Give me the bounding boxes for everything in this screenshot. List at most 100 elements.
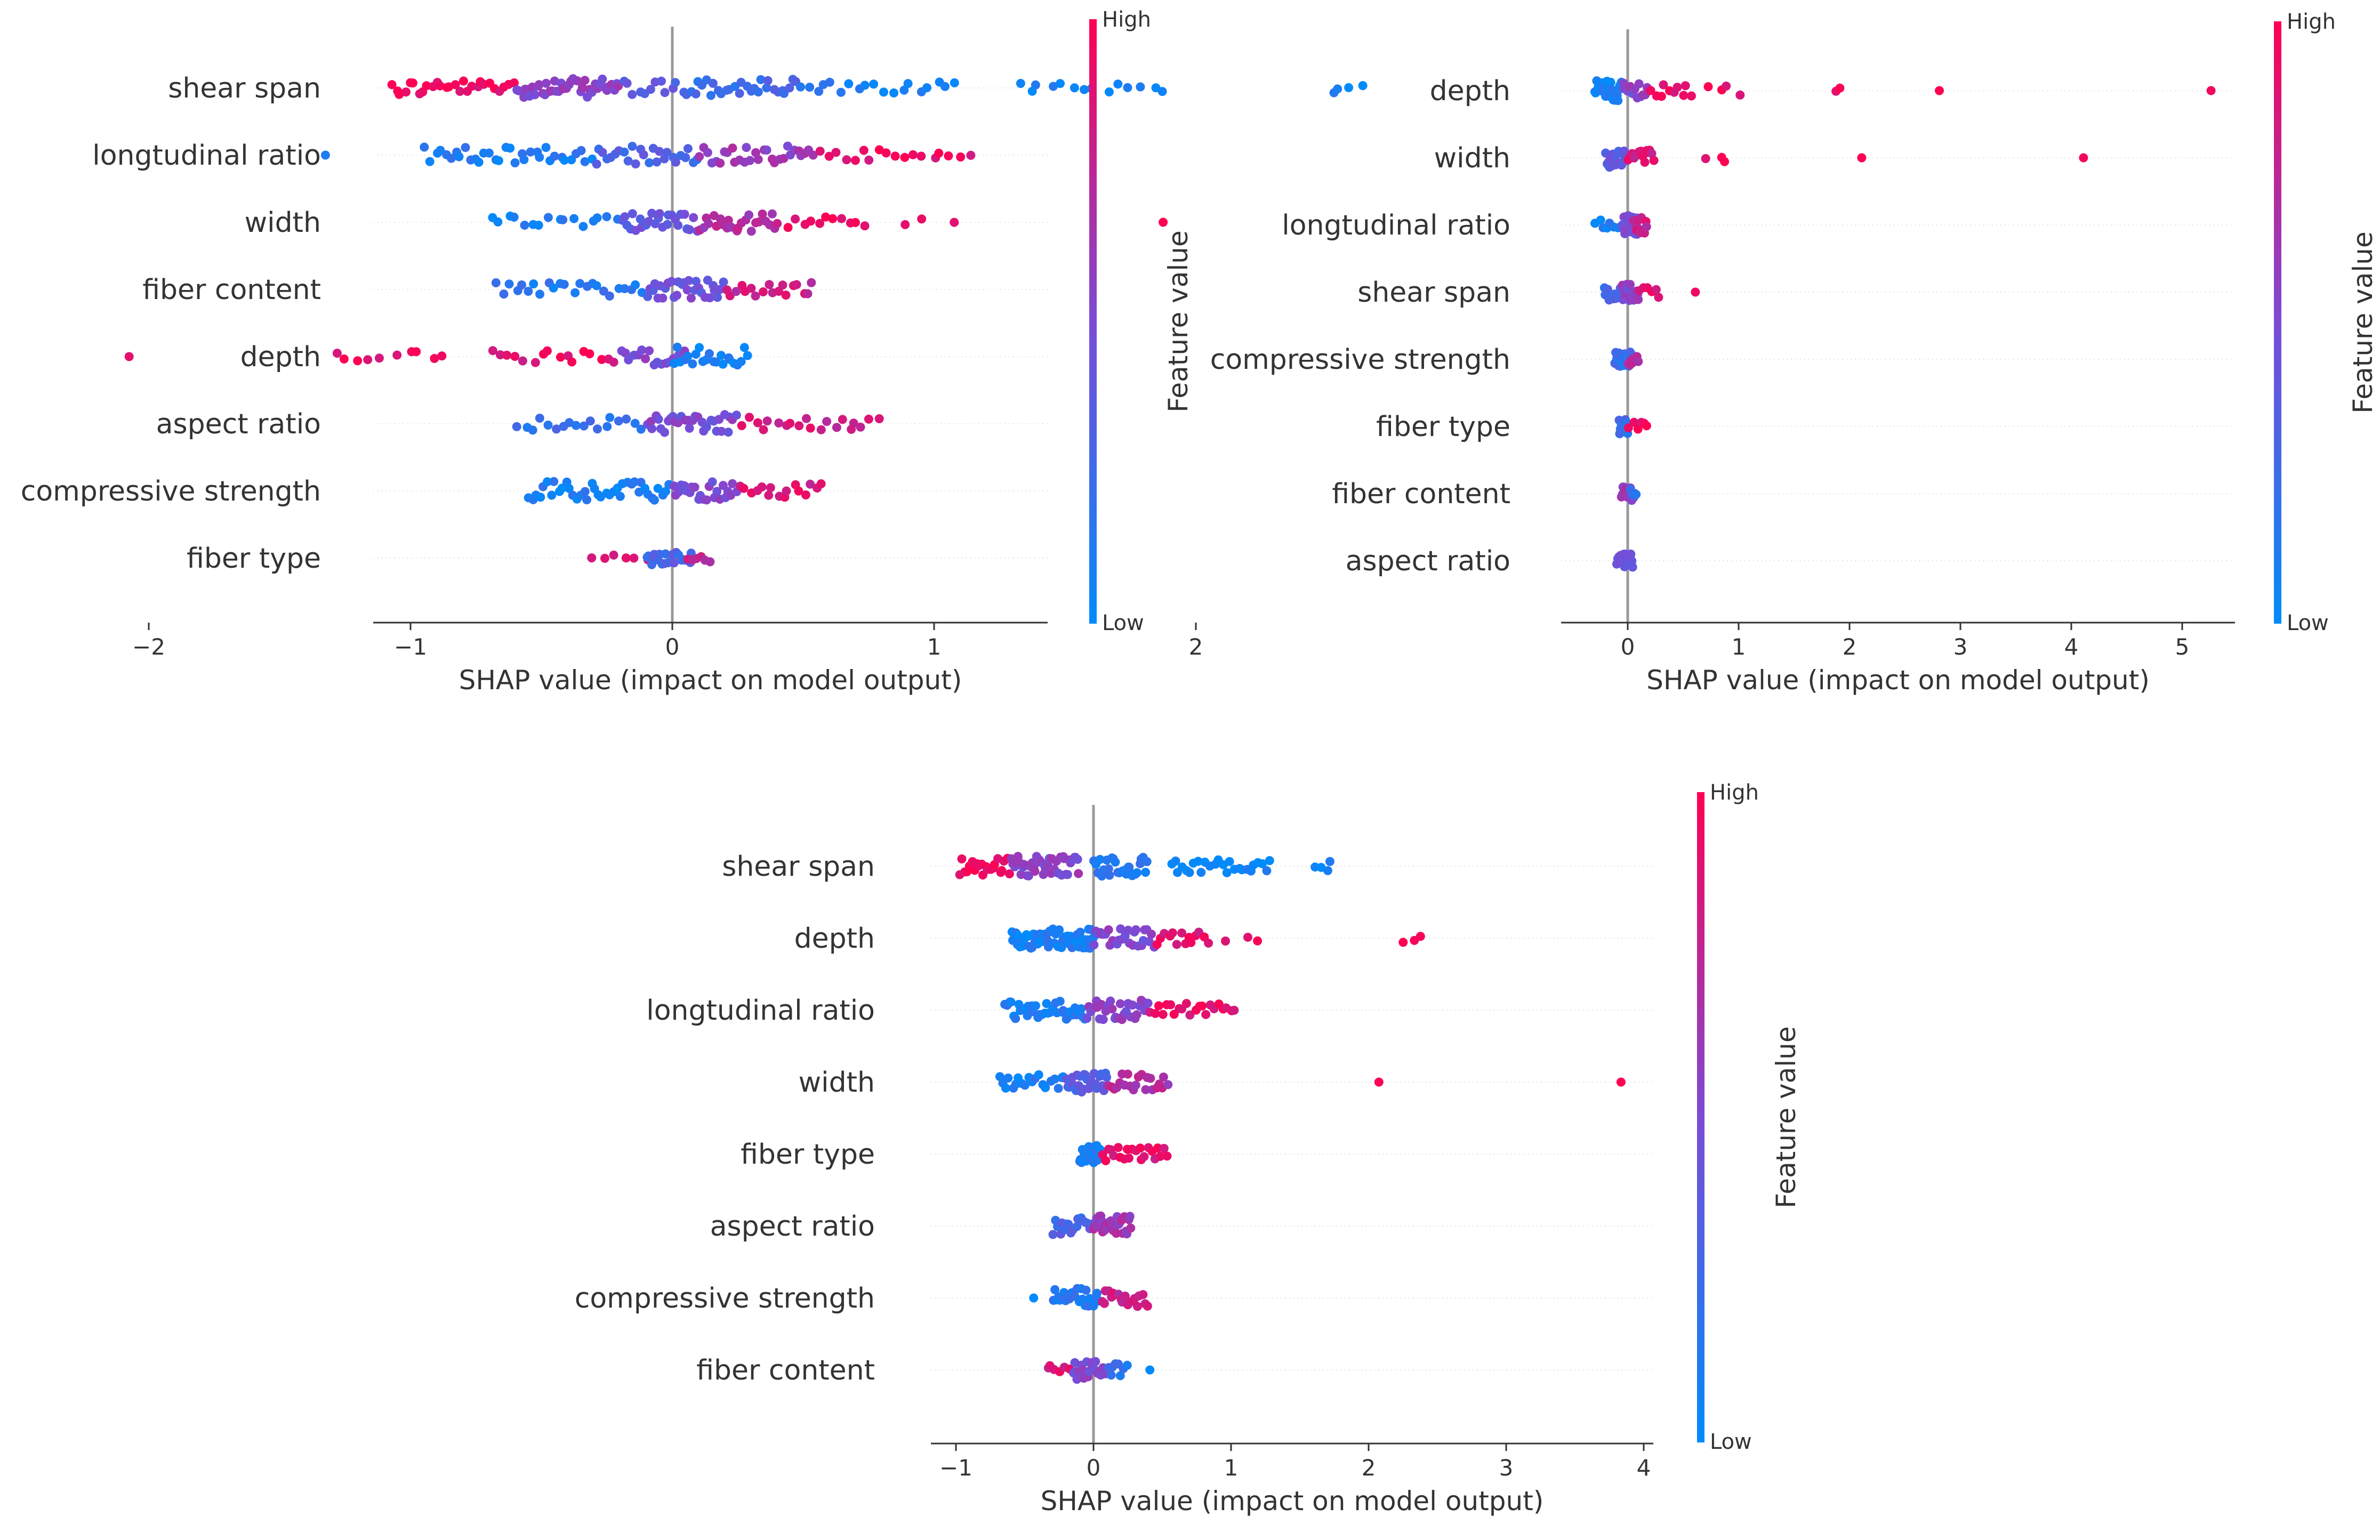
shap-point: [1258, 859, 1267, 868]
shap-point: [1835, 83, 1845, 93]
shap-point: [1325, 857, 1334, 866]
shap-point: [493, 217, 503, 227]
shap-point: [459, 76, 468, 86]
shap-point: [705, 557, 715, 567]
shap-point: [592, 213, 602, 223]
shap-point: [940, 82, 950, 91]
shap-point: [650, 495, 659, 505]
shap-point: [1157, 87, 1167, 96]
shap-point: [889, 88, 898, 98]
feature-row-dots: [587, 547, 715, 569]
shap-point: [890, 151, 900, 161]
feature-label: longtudinal ratio: [92, 140, 321, 172]
feature-label: shear span: [1357, 277, 1510, 309]
shap-point: [520, 221, 529, 230]
shap-point: [558, 215, 568, 224]
shap-point: [1166, 1000, 1176, 1010]
feature-label: width: [1434, 142, 1510, 174]
shap-point: [1104, 87, 1114, 96]
shap-point: [1657, 92, 1666, 101]
shap-point: [661, 549, 670, 559]
shap-point: [744, 210, 754, 220]
shap-point: [1265, 856, 1274, 865]
feature-label: aspect ratio: [156, 408, 321, 440]
shap-point: [1673, 83, 1682, 92]
shap-point: [1163, 1080, 1173, 1090]
feature-row-dots: [995, 1068, 1626, 1096]
shap-point: [623, 156, 633, 166]
shap-point: [1091, 1357, 1100, 1366]
feature-label: fiber content: [696, 1354, 875, 1386]
shap-point: [615, 491, 625, 501]
shap-point: [628, 209, 637, 219]
shap-point: [646, 417, 656, 426]
shap-point: [753, 155, 763, 164]
shap-point: [874, 145, 884, 155]
shap-point: [1642, 222, 1651, 231]
shap-point: [529, 279, 538, 289]
shap-point: [420, 142, 429, 152]
shap-point: [717, 351, 726, 360]
shap-point: [1106, 996, 1115, 1006]
shap-point: [704, 219, 713, 228]
x-axis-label: SHAP value (impact on model output): [459, 665, 962, 696]
shap-point: [552, 424, 561, 434]
shap-point: [645, 158, 654, 167]
shap-point: [557, 483, 567, 493]
shap-point: [1089, 940, 1099, 949]
shap-point: [1151, 1009, 1160, 1018]
shap-point: [535, 414, 544, 423]
shap-point: [447, 154, 456, 163]
shap-point: [743, 351, 752, 360]
shap-point: [541, 143, 551, 152]
shap-plot-bottom: shear span depth longtudinal ratio width fib…: [575, 780, 1802, 1517]
shap-point: [392, 350, 402, 360]
shap-point: [791, 214, 800, 224]
shap-point: [765, 280, 774, 289]
shap-point: [1042, 999, 1051, 1009]
shap-point: [454, 152, 464, 162]
shap-point: [1029, 1293, 1039, 1303]
shap-point: [1055, 925, 1064, 934]
shap-point: [530, 358, 540, 367]
shap-point: [703, 148, 712, 157]
shap-point: [783, 141, 792, 151]
shap-point: [807, 278, 816, 287]
shap-point: [1633, 424, 1643, 434]
shap-point: [541, 78, 551, 88]
feature-row-dots: [1590, 76, 2216, 106]
shap-point: [1628, 562, 1637, 572]
shap-point: [1139, 1152, 1149, 1162]
shap-point: [582, 495, 592, 505]
shap-point: [1186, 938, 1196, 947]
feature-row-dots: [1590, 211, 1651, 239]
shap-point: [1221, 936, 1230, 946]
shap-point: [1115, 1371, 1125, 1381]
shap-point: [713, 293, 722, 302]
shap-point: [526, 147, 535, 157]
x-tick-label: −1: [394, 634, 427, 660]
shap-point: [653, 483, 663, 493]
shap-point: [762, 416, 772, 426]
shap-point: [629, 553, 639, 563]
shap-point: [1222, 868, 1232, 877]
feature-label: longtudinal ratio: [646, 995, 875, 1027]
shap-point: [1646, 86, 1655, 95]
shap-point: [796, 82, 805, 92]
shap-point: [621, 348, 630, 358]
shap-point: [1128, 1001, 1137, 1010]
feature-label: shear span: [168, 72, 321, 104]
shap-point: [850, 156, 860, 165]
shap-point: [550, 151, 559, 161]
shap-point: [805, 83, 815, 92]
shap-point: [534, 221, 543, 230]
shap-point: [1623, 423, 1633, 433]
shap-point: [535, 289, 544, 299]
x-tick-label: 2: [1189, 634, 1203, 660]
shap-point: [685, 225, 694, 235]
colorbar-high-label: High: [1710, 780, 1759, 805]
feature-row-dots: [491, 276, 816, 303]
shap-point: [746, 284, 756, 293]
shap-point: [474, 157, 484, 167]
shap-point: [1185, 1010, 1195, 1020]
